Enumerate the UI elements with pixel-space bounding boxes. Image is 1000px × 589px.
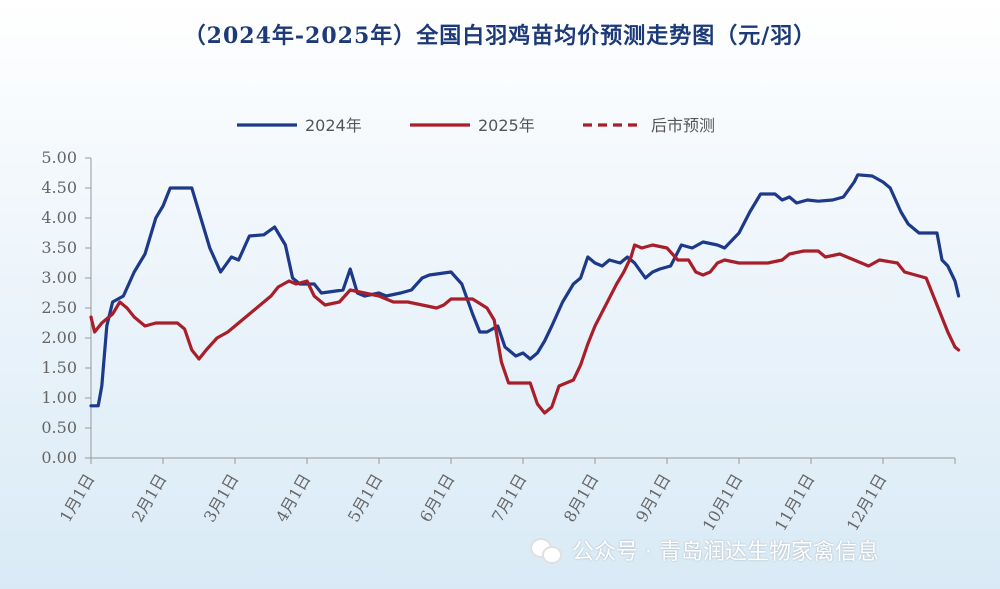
- legend-label: 后市预测: [651, 116, 715, 135]
- x-tick-label: 8月1日: [560, 471, 603, 526]
- y-tick-label: 2.00: [41, 328, 77, 347]
- series-line-forecast: [953, 345, 961, 352]
- legend: 2024年 2025年 后市预测: [237, 116, 715, 135]
- x-tick-label: 2月1日: [128, 471, 171, 526]
- y-tick-label: 3.50: [41, 238, 77, 257]
- legend-label: 2025年: [478, 116, 535, 135]
- x-tick-label: 4月1日: [272, 471, 315, 526]
- x-tick-label: 9月1日: [632, 471, 675, 526]
- y-tick-label: 2.50: [41, 298, 77, 317]
- wechat-icon: [530, 536, 564, 564]
- y-tick-label: 5.00: [41, 148, 77, 167]
- x-tick-label: 10月1日: [699, 471, 747, 535]
- legend-label: 2024年: [305, 116, 362, 135]
- watermark-text: 公众号 · 青岛润达生物家禽信息: [572, 540, 879, 565]
- x-tick-label: 11月1日: [771, 471, 819, 535]
- y-tick-label: 4.00: [41, 208, 77, 227]
- x-tick-label: 1月1日: [56, 471, 99, 526]
- y-tick-label: 0.50: [41, 418, 77, 437]
- y-tick-label: 3.00: [41, 268, 77, 287]
- y-tick-label: 0.00: [41, 448, 77, 467]
- x-tick-label: 5月1日: [344, 471, 387, 526]
- series-lines: [89, 173, 961, 415]
- y-tick-label: 1.50: [41, 358, 77, 377]
- y-tick-label: 1.00: [41, 388, 77, 407]
- x-tick-label: 7月1日: [488, 471, 531, 526]
- series-line-2025: [89, 243, 957, 415]
- x-tick-label: 3月1日: [200, 471, 243, 526]
- y-tick-label: 4.50: [41, 178, 77, 197]
- x-tick-label: 6月1日: [416, 471, 459, 526]
- chart-title: （2024年-2025年）全国白羽鸡苗均价预测走势图（元/羽）: [183, 23, 817, 49]
- series-line-2024: [89, 173, 961, 408]
- x-tick-label: 12月1日: [843, 471, 891, 535]
- watermark: 公众号 · 青岛润达生物家禽信息: [530, 532, 990, 568]
